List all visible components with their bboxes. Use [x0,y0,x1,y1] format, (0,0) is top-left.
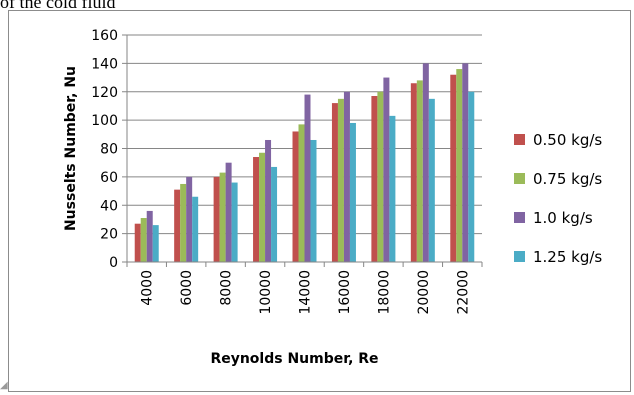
x-tick-label: 18000 [376,270,392,315]
legend-swatch [514,212,525,223]
figure-caption-fragment: of the cold fluid [0,0,116,12]
bar [225,162,232,262]
bar [304,94,311,263]
bar [134,223,141,262]
y-tick-label: 60 [100,170,118,186]
bar [298,124,305,262]
bar [146,210,153,262]
x-tick-label: 14000 [298,270,314,315]
bar [253,157,260,262]
bar [174,189,181,262]
bar [450,74,457,262]
x-tick-label: 22000 [455,270,471,315]
x-tick-label: 8000 [219,270,235,306]
y-axis-title: Nusselts Number, Nu [63,66,79,231]
tick-labels: 0 20 40 60 80 100 120 140 160 4000 6000 8000 10000 14… [91,28,471,315]
bar [377,91,384,262]
bar [192,196,199,262]
legend: 0.50 kg/s 0.75 kg/s 1.0 kg/s 1.25 kg/s [514,131,602,266]
bars [134,63,475,263]
y-tick-label: 40 [100,198,118,214]
bar [462,63,469,262]
bar [383,77,390,262]
bar [456,69,463,262]
bar [371,96,378,262]
bar [410,83,417,262]
legend-swatch [514,134,525,145]
bar [310,139,317,262]
bar [180,183,187,262]
bar [265,139,272,262]
bar [349,122,356,263]
bar [259,152,266,262]
y-tick-label: 20 [100,227,118,243]
y-tick-label: 80 [100,142,118,158]
x-tick-label: 20000 [416,270,432,315]
bar-chart: 0 20 40 60 80 100 120 140 160 4000 6000 8000 10000 14… [63,28,602,367]
bar [343,91,350,262]
y-tick-label: 160 [91,28,118,44]
bar [292,131,299,262]
y-tick-label: 140 [91,56,118,72]
chart-frame: 0 20 40 60 80 100 120 140 160 4000 6000 8000 10000 14… [8,10,631,392]
axes [122,34,483,267]
x-tick-label: 6000 [179,270,195,306]
bar [271,166,278,262]
bar [231,182,238,262]
bar [219,172,226,262]
bar [140,218,147,262]
bar [213,176,220,262]
resize-grip-icon: ◢ [0,380,8,391]
bar [186,176,193,262]
legend-swatch [514,173,525,184]
x-tick-label: 4000 [140,270,156,306]
legend-label: 1.25 kg/s [533,248,602,266]
y-tick-label: 100 [91,113,118,129]
legend-label: 0.50 kg/s [533,131,602,149]
bar [152,225,159,262]
bar [337,98,344,262]
x-tick-label: 16000 [337,270,353,315]
bar [416,80,423,263]
bar [428,98,435,262]
bar [331,103,338,262]
y-tick-label: 0 [109,255,118,271]
bar [468,91,475,262]
bar [389,115,396,263]
bar [422,63,429,262]
x-tick-label: 10000 [258,270,274,315]
x-axis-title: Reynolds Number, Re [210,351,378,367]
legend-label: 1.0 kg/s [533,209,593,227]
legend-swatch [514,251,525,262]
y-tick-label: 120 [91,85,118,101]
legend-label: 0.75 kg/s [533,170,602,188]
